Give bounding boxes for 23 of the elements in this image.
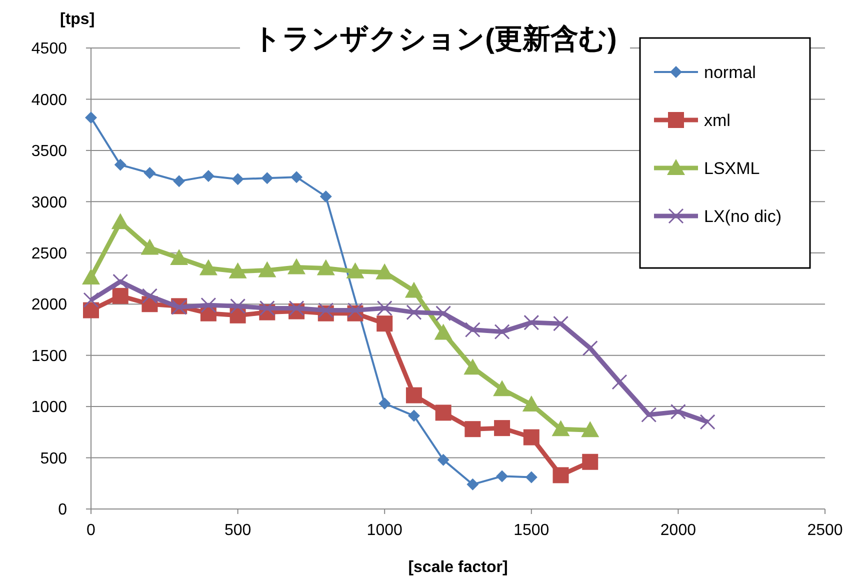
x-tick-label: 2500: [807, 522, 843, 539]
y-tick-label: 3000: [31, 194, 68, 212]
x-axis-title: [scale factor]: [408, 559, 508, 576]
x-tick-label: 1500: [514, 522, 550, 539]
legend-label: LSXML: [704, 158, 760, 178]
y-tick-label: 3500: [31, 143, 68, 160]
y-tick-label: 500: [40, 450, 68, 468]
legend-label: LX(no dic): [704, 206, 782, 226]
y-axis-title: [tps]: [60, 11, 95, 28]
x-tick-label: 1000: [366, 522, 402, 539]
x-tick-label: 0: [86, 522, 96, 539]
y-tick-label: 2500: [31, 245, 68, 262]
chart-title: トランザクション(更新含む): [253, 23, 617, 54]
y-tick-label: 1000: [31, 399, 68, 416]
y-tick-label: 2000: [31, 296, 68, 314]
y-tick-label: 4000: [31, 92, 68, 109]
y-tick-label: 1500: [31, 348, 68, 365]
x-tick-label: 2000: [660, 522, 696, 539]
y-tick-label: 4500: [31, 40, 68, 58]
x-tick-label: 500: [224, 522, 252, 539]
y-tick-label: 0: [58, 502, 68, 519]
legend-label: normal: [704, 62, 756, 82]
legend-label: xml: [704, 110, 730, 130]
